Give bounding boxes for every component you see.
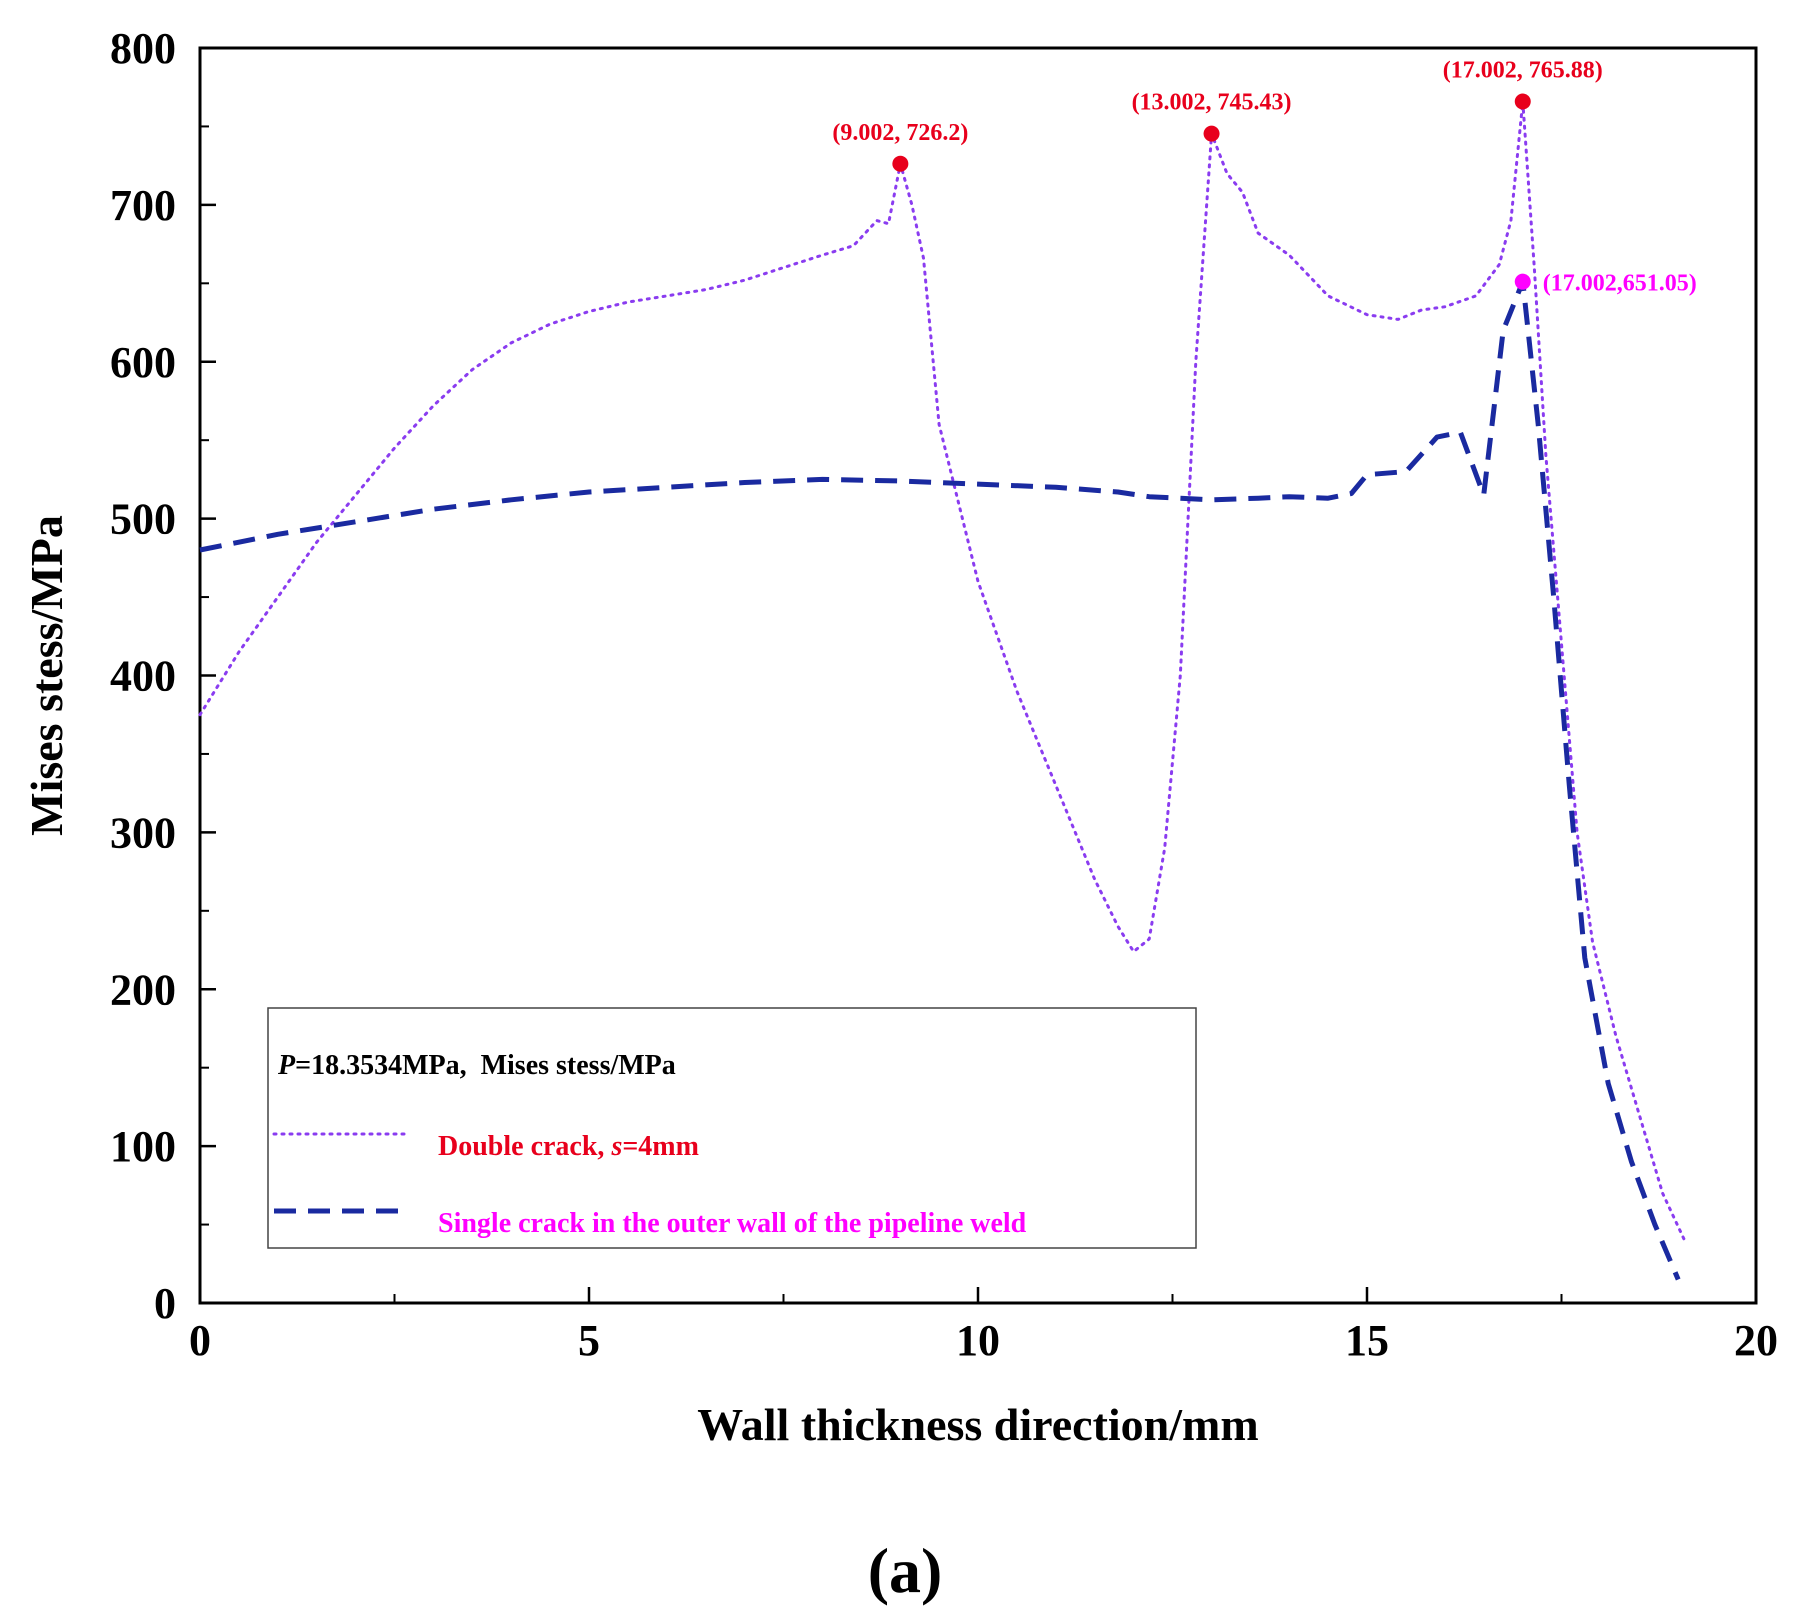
- y-tick-label: 0: [154, 1279, 176, 1328]
- y-tick-label: 100: [110, 1122, 176, 1171]
- x-tick-label: 10: [956, 1316, 1000, 1365]
- x-axis-title: Wall thickness direction/mm: [697, 1399, 1258, 1450]
- y-tick-label: 800: [110, 24, 176, 73]
- y-tick-label: 200: [110, 965, 176, 1014]
- annotations: (9.002, 726.2) (13.002, 745.43) (17.002, 7…: [832, 58, 1696, 297]
- x-tick-label: 5: [578, 1316, 600, 1365]
- y-tick-label: 500: [110, 495, 176, 544]
- legend-series-1-prefix: Double crack,: [438, 1131, 611, 1162]
- legend-title: P=18.3534MPa, Mises stess/MPa: [277, 1050, 676, 1081]
- x-tick-label: 15: [1345, 1316, 1389, 1365]
- peak-marker: [1514, 93, 1531, 110]
- y-tick-label: 600: [110, 338, 176, 387]
- legend-box: [267, 1007, 1197, 1249]
- peak-marker: [1203, 125, 1220, 142]
- x-tick-label: 20: [1734, 1316, 1778, 1365]
- y-tick-label: 700: [110, 181, 176, 230]
- x-tick-label: 0: [189, 1316, 211, 1365]
- series-line-1: [198, 100, 1688, 1245]
- legend-series-1-italic: s: [610, 1131, 622, 1162]
- y-tick-label: 300: [110, 808, 176, 857]
- legend-series-1-label: Double crack, s=4mm: [438, 1131, 699, 1162]
- peak-label: (9.002, 726.2): [832, 120, 968, 146]
- peak-label: (17.002,651.05): [1543, 271, 1697, 297]
- series-line-2: [199, 279, 1681, 1281]
- legend-series-1-suffix: =4mm: [622, 1131, 699, 1162]
- peak-marker: [892, 155, 909, 172]
- legend-series-2-label: Single crack in the outer wall of the pi…: [438, 1208, 1027, 1239]
- peak-label: (17.002, 765.88): [1443, 58, 1603, 84]
- peak-marker: [1514, 273, 1531, 290]
- panel-label: (a): [868, 1535, 943, 1606]
- legend: P=18.3534MPa, Mises stess/MPa Double cra…: [267, 1007, 1197, 1249]
- y-axis-title: Mises stess/MPa: [21, 515, 72, 836]
- legend-title-rest: =18.3534MPa, Mises stess/MPa: [295, 1050, 676, 1081]
- legend-title-prefix: P: [277, 1050, 296, 1081]
- peak-label: (13.002, 745.43): [1132, 90, 1292, 116]
- y-tick-label: 400: [110, 652, 176, 701]
- series-layer: [198, 100, 1688, 1281]
